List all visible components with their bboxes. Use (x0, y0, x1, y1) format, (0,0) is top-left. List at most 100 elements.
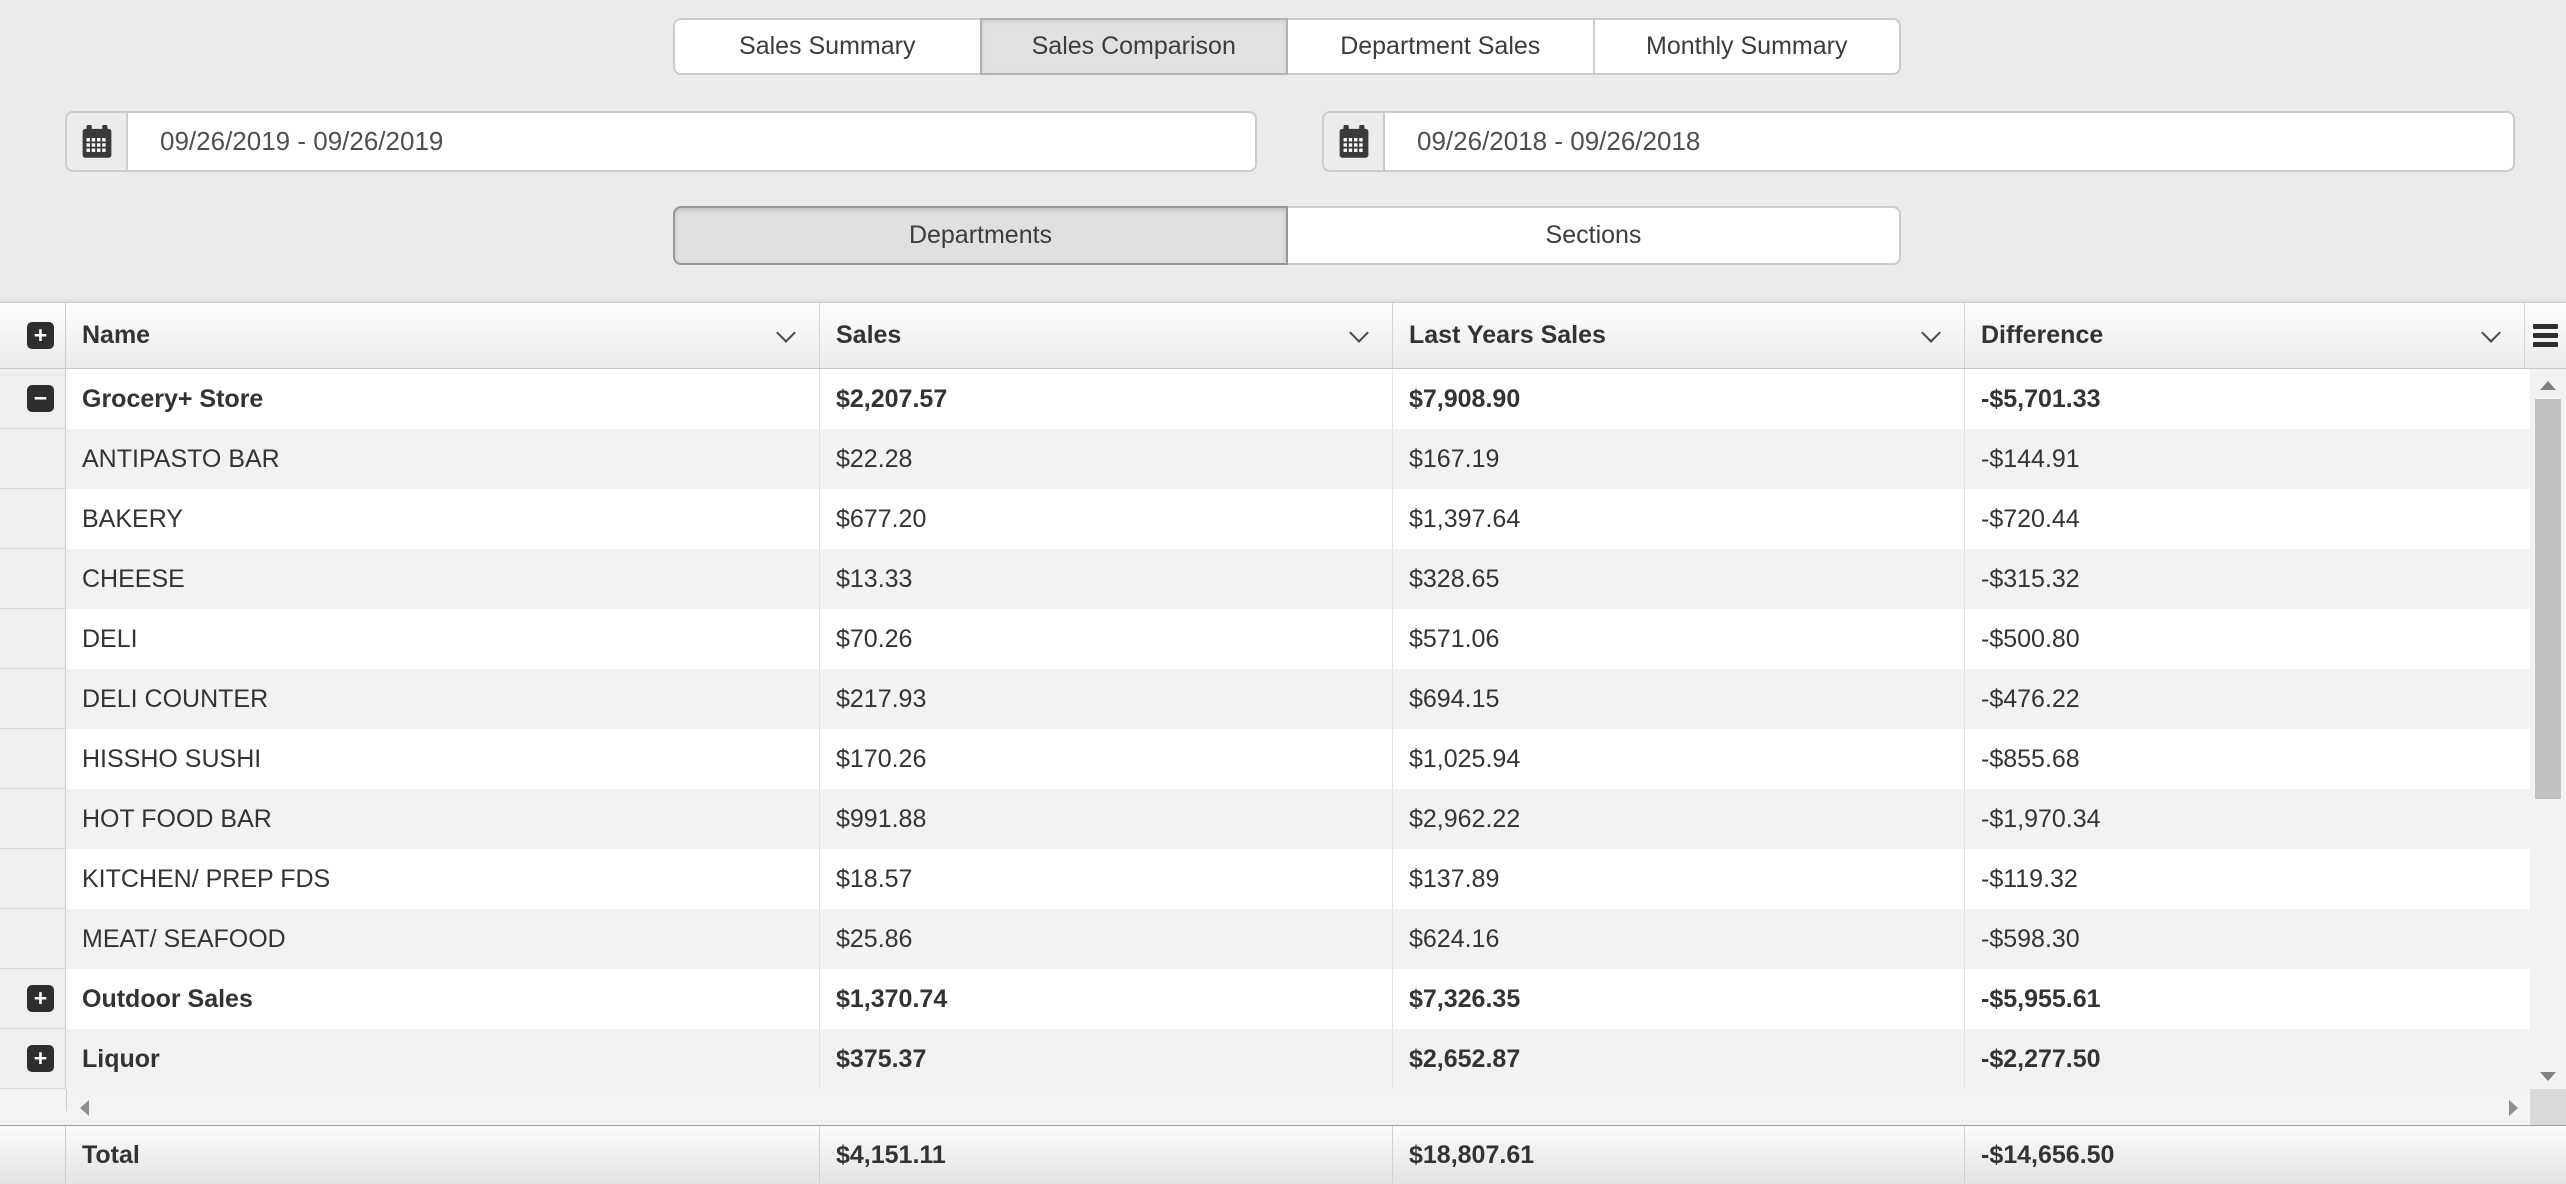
report-tabs: Sales Summary Sales Comparison Departmen… (673, 18, 1901, 75)
cell-sales: $170.26 (820, 729, 1393, 789)
cell-sales: $25.86 (820, 909, 1393, 969)
cell-name: DELI COUNTER (66, 669, 820, 729)
cell-name: Grocery+ Store (66, 369, 820, 429)
table-row[interactable]: DELI $70.26 $571.06 -$500.80 (0, 609, 2530, 669)
cell-name: KITCHEN/ PREP FDS (66, 849, 820, 909)
toggle-departments[interactable]: Departments (673, 206, 1288, 265)
tab-department-sales[interactable]: Department Sales (1286, 18, 1595, 75)
column-menu-cell (2525, 303, 2566, 368)
calendar-icon[interactable] (1322, 111, 1385, 172)
cell-sales: $18.57 (820, 849, 1393, 909)
view-toggle: Departments Sections (673, 206, 1901, 265)
tab-sales-comparison[interactable]: Sales Comparison (979, 18, 1288, 75)
header-expander-cell: + (0, 303, 66, 368)
toggle-sections[interactable]: Sections (1286, 206, 1901, 265)
column-header-name[interactable]: Name (66, 303, 820, 368)
table-row-liquor[interactable]: + Liquor $375.37 $2,652.87 -$2,277.50 (0, 1029, 2530, 1089)
table-row[interactable]: MEAT/ SEAFOOD $25.86 $624.16 -$598.30 (0, 909, 2530, 969)
expand-all-icon[interactable]: + (27, 322, 54, 349)
cell-sales: $217.93 (820, 669, 1393, 729)
cell-difference: -$5,955.61 (1981, 984, 2101, 1013)
cell-difference: -$5,701.33 (1981, 384, 2101, 413)
scroll-left-icon[interactable] (80, 1100, 89, 1116)
cell-difference: -$144.91 (1981, 444, 2080, 473)
cell-sales: $22.28 (820, 429, 1393, 489)
column-header-difference[interactable]: Difference (1965, 303, 2525, 368)
collapse-icon[interactable]: − (27, 385, 54, 412)
cell-difference: -$500.80 (1981, 624, 2080, 653)
cell-name: HOT FOOD BAR (66, 789, 820, 849)
tab-monthly-summary[interactable]: Monthly Summary (1592, 18, 1901, 75)
column-header-label: Name (82, 321, 151, 349)
scroll-up-icon[interactable] (2540, 381, 2556, 390)
scrollbar-corner (2530, 1089, 2566, 1125)
scroll-right-icon[interactable] (2509, 1100, 2518, 1116)
cell-last-years-sales: $137.89 (1393, 849, 1965, 909)
cell-last-years-sales: $2,962.22 (1393, 789, 1965, 849)
column-menu-icon[interactable] (2533, 324, 2558, 347)
previous-period-input[interactable] (1383, 111, 2515, 172)
chevron-down-icon[interactable] (1349, 322, 1369, 343)
cell-name: CHEESE (66, 549, 820, 609)
table-row[interactable]: CHEESE $13.33 $328.65 -$315.32 (0, 549, 2530, 609)
cell-last-years-sales: $694.15 (1393, 669, 1965, 729)
sales-comparison-grid: + Name Sales Last Years Sales Difference (0, 302, 2566, 1184)
cell-difference: -$598.30 (1981, 924, 2080, 953)
cell-last-years-sales: $1,025.94 (1393, 729, 1965, 789)
cell-sales: $677.20 (820, 489, 1393, 549)
chevron-down-icon[interactable] (1921, 322, 1941, 343)
cell-sales: $991.88 (820, 789, 1393, 849)
grid-header-row: + Name Sales Last Years Sales Difference (0, 303, 2566, 369)
cell-name: Liquor (66, 1029, 820, 1089)
column-header-last-years-sales[interactable]: Last Years Sales (1393, 303, 1965, 368)
cell-last-years-sales: $167.19 (1393, 429, 1965, 489)
table-row[interactable]: BAKERY $677.20 $1,397.64 -$720.44 (0, 489, 2530, 549)
chevron-down-icon[interactable] (2481, 322, 2501, 343)
vertical-scrollbar-thumb[interactable] (2535, 399, 2561, 799)
scroll-down-icon[interactable] (2540, 1072, 2556, 1081)
expand-icon[interactable]: + (27, 1045, 54, 1072)
cell-last-years-sales: $2,652.87 (1393, 1029, 1965, 1089)
cell-sales: $13.33 (820, 549, 1393, 609)
horizontal-scrollbar[interactable] (0, 1089, 2566, 1125)
total-difference: -$14,656.50 (1981, 1141, 2115, 1169)
cell-difference: -$476.22 (1981, 684, 2080, 713)
tab-sales-summary[interactable]: Sales Summary (673, 18, 982, 75)
cell-name: ANTIPASTO BAR (66, 429, 820, 489)
column-header-label: Sales (836, 321, 902, 349)
total-last-years-sales: $18,807.61 (1393, 1126, 1965, 1184)
chevron-down-icon[interactable] (776, 322, 796, 343)
grid-total-row: Total $4,151.11 $18,807.61 -$14,656.50 (0, 1125, 2566, 1184)
column-header-label: Last Years Sales (1409, 321, 1606, 349)
cell-sales: $1,370.74 (820, 969, 1393, 1029)
cell-last-years-sales: $7,326.35 (1393, 969, 1965, 1029)
current-period-input[interactable] (126, 111, 1257, 172)
cell-difference: -$1,970.34 (1981, 804, 2101, 833)
column-header-sales[interactable]: Sales (820, 303, 1393, 368)
expand-icon[interactable]: + (27, 985, 54, 1012)
table-row[interactable]: KITCHEN/ PREP FDS $18.57 $137.89 -$119.3… (0, 849, 2530, 909)
table-row-grocery-store[interactable]: − Grocery+ Store $2,207.57 $7,908.90 -$5… (0, 369, 2530, 429)
cell-difference: -$2,277.50 (1981, 1044, 2101, 1073)
cell-name: HISSHO SUSHI (66, 729, 820, 789)
cell-name: BAKERY (66, 489, 820, 549)
table-row[interactable]: HOT FOOD BAR $991.88 $2,962.22 -$1,970.3… (0, 789, 2530, 849)
column-header-label: Difference (1981, 321, 2104, 349)
cell-last-years-sales: $624.16 (1393, 909, 1965, 969)
table-row[interactable]: HISSHO SUSHI $170.26 $1,025.94 -$855.68 (0, 729, 2530, 789)
table-row[interactable]: ANTIPASTO BAR $22.28 $167.19 -$144.91 (0, 429, 2530, 489)
cell-last-years-sales: $328.65 (1393, 549, 1965, 609)
cell-last-years-sales: $571.06 (1393, 609, 1965, 669)
cell-last-years-sales: $1,397.64 (1393, 489, 1965, 549)
calendar-icon[interactable] (65, 111, 128, 172)
table-row[interactable]: DELI COUNTER $217.93 $694.15 -$476.22 (0, 669, 2530, 729)
cell-sales: $70.26 (820, 609, 1393, 669)
cell-name: Outdoor Sales (66, 969, 820, 1029)
table-row-outdoor-sales[interactable]: + Outdoor Sales $1,370.74 $7,326.35 -$5,… (0, 969, 2530, 1029)
cell-difference: -$315.32 (1981, 564, 2080, 593)
current-period-daterange (65, 111, 1257, 172)
cell-last-years-sales: $7,908.90 (1393, 369, 1965, 429)
total-sales: $4,151.11 (820, 1126, 1393, 1184)
vertical-scrollbar[interactable] (2530, 369, 2566, 1089)
